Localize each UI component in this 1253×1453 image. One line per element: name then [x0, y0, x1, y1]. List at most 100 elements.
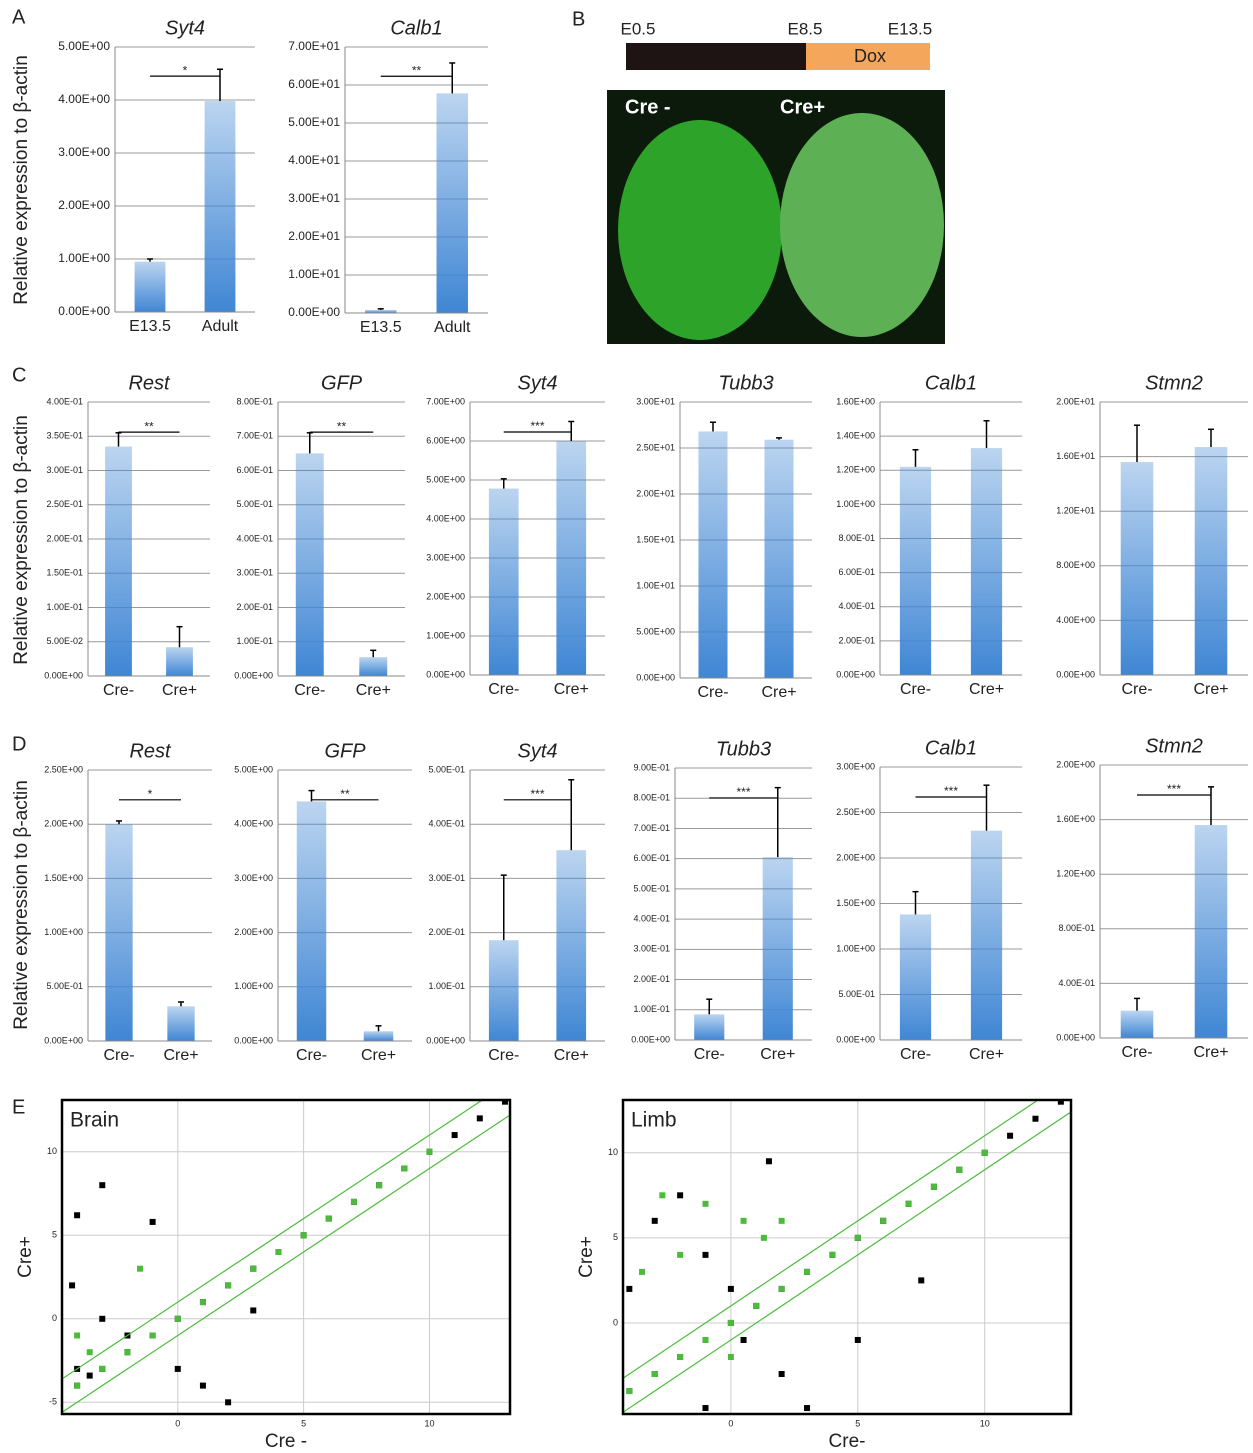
- point: [199, 1382, 206, 1389]
- significance-label: **: [337, 419, 347, 433]
- point: [476, 1115, 483, 1122]
- point: [99, 1315, 106, 1322]
- error-bar: [983, 784, 990, 831]
- y-tick-label: 1.60E+00: [1056, 814, 1095, 824]
- point: [651, 1217, 658, 1224]
- point: [765, 1158, 772, 1165]
- point: [804, 1405, 811, 1412]
- bar: [899, 466, 932, 675]
- point: [956, 1166, 963, 1173]
- x-axis-label: Cre-: [829, 1431, 866, 1452]
- point: [401, 1165, 408, 1172]
- y-tick-label: 2.50E-01: [46, 499, 83, 509]
- point: [626, 1285, 633, 1292]
- chart-title: Calb1: [925, 372, 977, 394]
- y-axis-label: Cre+: [576, 1236, 597, 1278]
- x-tick-label: Cre-: [296, 1047, 327, 1064]
- x-tick-label: Cre-: [488, 1047, 519, 1064]
- y-tick-label: 0.00E+00: [1056, 1032, 1095, 1042]
- bar: [295, 453, 324, 676]
- point: [727, 1285, 734, 1292]
- bar: [1120, 1010, 1154, 1038]
- y-tick-label: 3.00E+01: [636, 396, 675, 406]
- timeline-label: E0.5: [621, 19, 656, 38]
- error-bar: [1134, 424, 1140, 463]
- y-tick-label: 5.00E+00: [636, 626, 675, 636]
- y-tick-label: 3.00E-01: [428, 873, 465, 883]
- point: [149, 1218, 156, 1225]
- point: [501, 1100, 508, 1105]
- y-tick-label: 5.00E+01: [288, 115, 340, 129]
- y-tick-label: 2.50E+00: [836, 807, 875, 817]
- point: [69, 1282, 76, 1289]
- significance-label: **: [144, 419, 154, 433]
- x-tick-label: Cre-: [900, 1046, 931, 1063]
- y-tick-label: -5: [49, 1397, 57, 1407]
- y-tick-label: 5.00E+00: [426, 474, 465, 484]
- point: [225, 1399, 232, 1406]
- significance-label: *: [148, 787, 153, 801]
- significance-label: **: [340, 787, 350, 801]
- point: [677, 1353, 684, 1360]
- y-tick-label: 0.00E+00: [58, 304, 110, 318]
- y-tick-label: 7.00E+00: [426, 396, 465, 406]
- chart-title: GFP: [324, 740, 366, 762]
- point: [702, 1336, 709, 1343]
- x-tick-label: Cre-: [103, 1047, 134, 1064]
- y-tick-label: 4.00E-01: [428, 819, 465, 829]
- y-tick-label: 2.00E+00: [836, 852, 875, 862]
- x-tick-label: 0: [175, 1418, 180, 1428]
- point: [918, 1277, 925, 1284]
- x-tick-label: Cre-: [697, 684, 728, 701]
- y-tick-label: 5: [613, 1232, 618, 1242]
- point: [275, 1248, 282, 1255]
- y-tick-label: 1.00E+00: [836, 943, 875, 953]
- point: [651, 1371, 658, 1378]
- error-bar: [449, 62, 456, 94]
- bar: [166, 647, 193, 676]
- y-tick-label: 2.00E+00: [1056, 759, 1095, 769]
- y-tick-label: 7.00E-01: [633, 823, 670, 833]
- x-tick-label: Cre-: [103, 682, 134, 699]
- point: [74, 1212, 81, 1219]
- y-tick-label: 0.00E+00: [234, 1035, 273, 1045]
- chart-title: Calb1: [390, 17, 442, 39]
- significance-label: ***: [1167, 782, 1181, 796]
- y-tick-label: 1.50E+00: [44, 873, 83, 883]
- fold-line: [623, 1111, 1071, 1413]
- bar: [105, 446, 132, 676]
- point: [740, 1336, 747, 1343]
- point: [250, 1307, 257, 1314]
- bar: [1194, 447, 1228, 675]
- bar: [296, 801, 327, 1041]
- chart-title: Rest: [128, 372, 171, 394]
- point: [1057, 1100, 1064, 1105]
- x-tick-label: 5: [855, 1418, 860, 1428]
- point: [804, 1268, 811, 1275]
- y-tick-label: 0.00E+00: [44, 1035, 83, 1045]
- x-tick-label: Cre-: [900, 681, 931, 698]
- point: [659, 1192, 666, 1199]
- x-tick-label: Cre+: [969, 1046, 1004, 1063]
- y-tick-label: 3.00E+01: [288, 191, 340, 205]
- y-tick-label: 4.00E-01: [633, 913, 670, 923]
- timeline-label: E8.5: [788, 19, 823, 38]
- y-tick-label: 3.00E+00: [234, 873, 273, 883]
- y-tick-label: 4.00E+00: [58, 92, 110, 106]
- error-bar: [115, 432, 122, 447]
- bar: [698, 431, 728, 678]
- bar: [694, 1014, 725, 1040]
- point: [639, 1268, 646, 1275]
- x-tick-label: Cre+: [760, 1046, 795, 1063]
- point: [905, 1200, 912, 1207]
- y-tick-label: 1.00E-01: [633, 1004, 670, 1014]
- error-bar: [983, 420, 990, 449]
- y-tick-label: 0: [52, 1313, 57, 1323]
- y-tick-label: 10: [608, 1147, 618, 1157]
- error-bar: [776, 437, 782, 440]
- y-tick-label: 1.00E+00: [836, 499, 875, 509]
- error-bar: [706, 998, 713, 1015]
- bar: [363, 1031, 394, 1041]
- point: [300, 1232, 307, 1239]
- y-tick-label: 5.00E-01: [428, 764, 465, 774]
